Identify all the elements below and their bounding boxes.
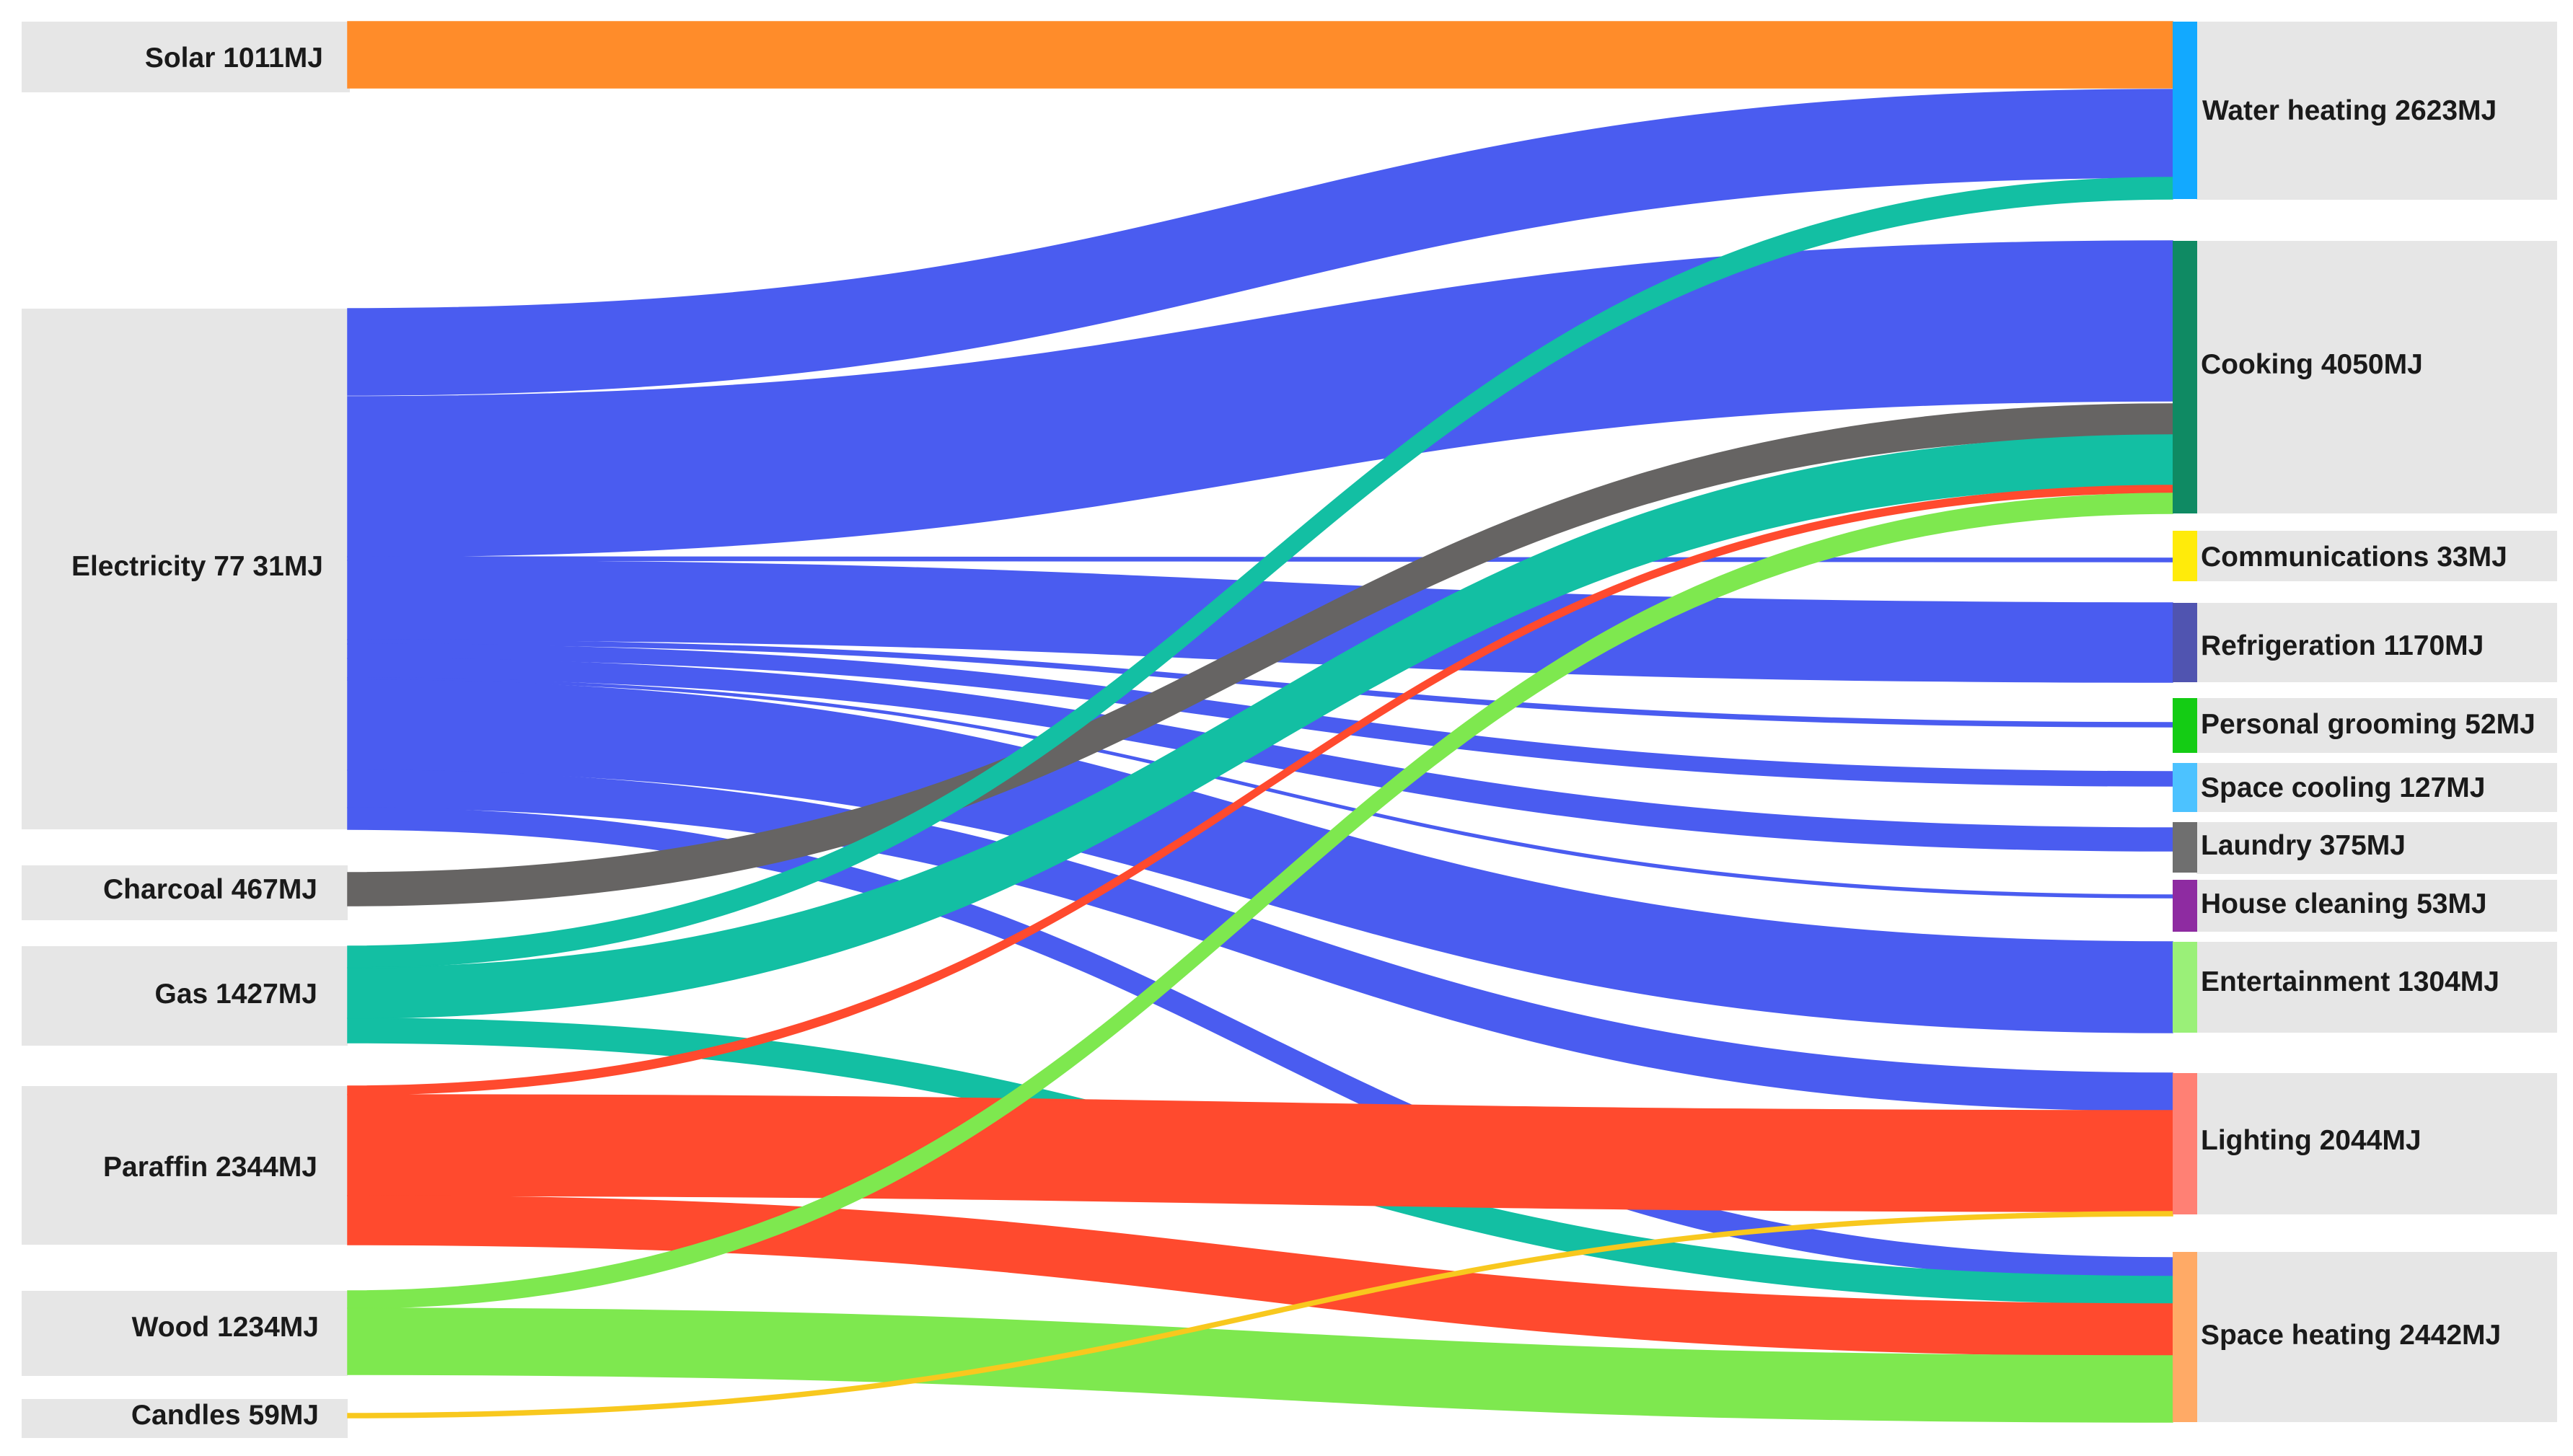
target-box-space-heating <box>2196 1252 2557 1422</box>
bar-entertainment <box>2173 942 2197 1033</box>
target-label-cooking: Cooking 4050MJ <box>2201 349 2423 380</box>
target-label-water-heating: Water heating 2623MJ <box>2202 95 2497 126</box>
bar-water-heating <box>2173 22 2197 199</box>
bar-refrigeration <box>2173 603 2197 682</box>
bar-communications <box>2173 531 2197 581</box>
target-box-communications <box>2196 531 2557 581</box>
flow-paraffin-to-lighting <box>347 1094 2173 1212</box>
target-label-house-cleaning: House cleaning 53MJ <box>2201 888 2487 919</box>
bar-space-cooling <box>2173 763 2197 812</box>
source-label-solar: Solar 1011MJ <box>145 43 323 74</box>
source-box-wood <box>22 1291 348 1376</box>
bar-cooking <box>2173 241 2197 513</box>
target-box-cooking <box>2196 241 2557 513</box>
target-box-water-heating <box>2196 22 2557 200</box>
source-box-gas <box>22 946 348 1046</box>
target-label-laundry: Laundry 375MJ <box>2201 830 2406 861</box>
source-label-electricity: Electricity 77 31MJ <box>71 551 323 582</box>
flow-solar-to-water-heating <box>347 21 2173 89</box>
target-box-house-cleaning <box>2196 880 2557 932</box>
target-box-entertainment <box>2196 942 2557 1033</box>
flow-paraffin-to-cooking <box>347 485 2173 1095</box>
target-box-refrigeration <box>2196 603 2557 682</box>
target-label-space-cooling: Space cooling 127MJ <box>2201 772 2485 803</box>
bar-house-cleaning <box>2173 880 2197 932</box>
target-label-lighting: Lighting 2044MJ <box>2201 1125 2422 1156</box>
flow-electricity-to-communications <box>347 556 2173 562</box>
source-label-paraffin: Paraffin 2344MJ <box>103 1152 317 1183</box>
bar-space-heating <box>2173 1252 2197 1422</box>
bar-laundry <box>2173 822 2197 873</box>
target-label-refrigeration: Refrigeration 1170MJ <box>2201 630 2484 661</box>
target-label-entertainment: Entertainment 1304MJ <box>2201 966 2499 997</box>
flows <box>347 21 2173 1423</box>
target-label-personal-grooming: Personal grooming 52MJ <box>2201 709 2535 740</box>
source-box-paraffin <box>22 1086 348 1245</box>
target-box-lighting <box>2196 1073 2557 1214</box>
source-label-charcoal: Charcoal 467MJ <box>103 874 317 905</box>
source-label-candles: Candles 59MJ <box>131 1400 319 1431</box>
source-box-solar <box>22 22 350 92</box>
target-box-space-cooling <box>2196 763 2557 812</box>
node-bars <box>2173 22 2197 1422</box>
label-boxes <box>22 22 2557 1438</box>
flow-candles-to-lighting <box>347 1211 2173 1419</box>
source-label-wood: Wood 1234MJ <box>132 1312 319 1343</box>
target-box-laundry <box>2196 822 2557 874</box>
target-box-personal-grooming <box>2196 698 2557 753</box>
target-label-space-heating: Space heating 2442MJ <box>2201 1320 2501 1351</box>
target-label-communications: Communications 33MJ <box>2201 542 2507 573</box>
source-label-gas: Gas 1427MJ <box>155 979 318 1010</box>
bar-personal-grooming <box>2173 698 2197 753</box>
source-box-charcoal <box>22 865 348 920</box>
source-box-electricity <box>22 309 348 829</box>
bar-lighting <box>2173 1073 2197 1214</box>
source-box-candles <box>22 1399 348 1438</box>
